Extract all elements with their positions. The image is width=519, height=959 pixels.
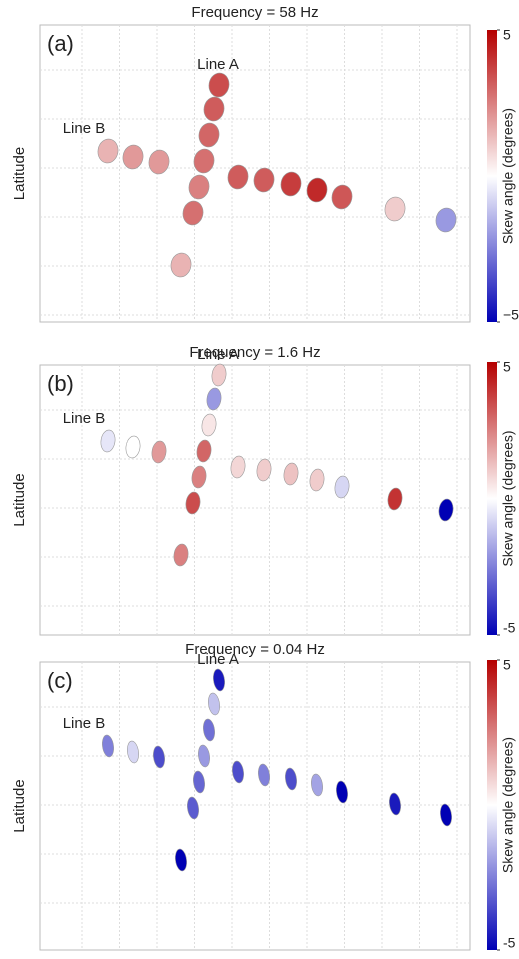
phase-ellipse <box>185 491 201 515</box>
phase-ellipse <box>389 792 401 816</box>
phase-ellipse <box>309 468 325 492</box>
phase-ellipse <box>311 773 323 797</box>
colorbar <box>487 30 497 322</box>
phase-ellipse <box>387 487 403 511</box>
phase-ellipse <box>153 745 165 769</box>
phase-ellipse <box>334 475 350 499</box>
colorbar-tick-label: 5 <box>503 27 511 43</box>
phase-ellipse <box>196 439 212 463</box>
phase-ellipse <box>191 465 207 489</box>
colorbar <box>487 362 497 635</box>
phase-ellipse <box>127 740 139 764</box>
phase-ellipse <box>306 177 328 203</box>
phase-ellipse <box>193 148 215 174</box>
phase-ellipse <box>438 498 454 522</box>
phase-ellipse <box>280 171 302 197</box>
phase-ellipse <box>125 435 141 459</box>
phase-ellipse <box>331 184 353 210</box>
phase-ellipse <box>435 207 457 233</box>
colorbar-label: Skew angle (degrees) <box>500 737 516 873</box>
phase-ellipse <box>440 803 452 827</box>
plot-frame <box>39 364 471 636</box>
phase-ellipse <box>253 167 275 193</box>
plot-frame <box>39 24 471 323</box>
phase-ellipse <box>175 848 187 872</box>
colorbar-tick-label: -5 <box>503 620 516 636</box>
phase-ellipse <box>230 455 246 479</box>
y-axis-label: Latitude <box>11 779 28 832</box>
panel-label: (a) <box>47 31 74 56</box>
phase-ellipse <box>122 144 144 170</box>
phase-ellipse <box>283 462 299 486</box>
phase-ellipse <box>256 458 272 482</box>
line-a-label: Line A <box>197 56 239 73</box>
chart-title: Frequency = 58 Hz <box>191 4 318 21</box>
phase-ellipse <box>208 72 230 98</box>
phase-ellipse <box>201 413 217 437</box>
colorbar-tick-label: 5 <box>503 359 511 375</box>
colorbar-label: Skew angle (degrees) <box>500 108 516 244</box>
phase-ellipse <box>232 760 244 784</box>
phase-ellipse <box>203 718 215 742</box>
colorbar <box>487 660 497 950</box>
colorbar-label: Skew angle (degrees) <box>500 430 516 566</box>
chart-title: Frequency = 1.6 Hz <box>189 344 320 361</box>
phase-ellipse <box>336 780 348 804</box>
panel-label: (c) <box>47 668 73 693</box>
phase-ellipse <box>173 543 189 567</box>
panel-label: (b) <box>47 371 74 396</box>
phase-ellipse <box>100 429 116 453</box>
phase-ellipse <box>151 440 167 464</box>
colorbar-tick-label: −5 <box>503 307 519 323</box>
line-b-label: Line B <box>63 120 106 137</box>
line-a-label: Line A <box>197 346 239 363</box>
line-a-label: Line A <box>197 651 239 668</box>
y-axis-label: Latitude <box>11 473 28 526</box>
phase-ellipse <box>211 363 227 387</box>
phase-ellipse <box>97 138 119 164</box>
phase-ellipse <box>213 668 225 692</box>
colorbar-tick-label: 5 <box>503 657 511 673</box>
phase-ellipse <box>170 252 192 278</box>
colorbar-tick-label: -5 <box>503 935 516 951</box>
y-axis-label: Latitude <box>11 147 28 200</box>
phase-ellipse <box>102 734 114 758</box>
chart-title: Frequency = 0.04 Hz <box>185 641 325 658</box>
phase-ellipse <box>203 96 225 122</box>
phase-ellipse <box>227 164 249 190</box>
phase-ellipse <box>182 200 204 226</box>
phase-ellipse <box>258 763 270 787</box>
phase-ellipse <box>193 770 205 794</box>
phase-ellipse <box>187 796 199 820</box>
plot-frame <box>39 661 471 951</box>
line-b-label: Line B <box>63 715 106 732</box>
phase-ellipse <box>198 744 210 768</box>
line-b-label: Line B <box>63 410 106 427</box>
phase-ellipse <box>384 196 406 222</box>
phase-ellipse <box>206 387 222 411</box>
phase-ellipse <box>148 149 170 175</box>
phase-ellipse <box>198 122 220 148</box>
phase-ellipse <box>208 692 220 716</box>
phase-ellipse <box>285 767 297 791</box>
phase-ellipse <box>188 174 210 200</box>
